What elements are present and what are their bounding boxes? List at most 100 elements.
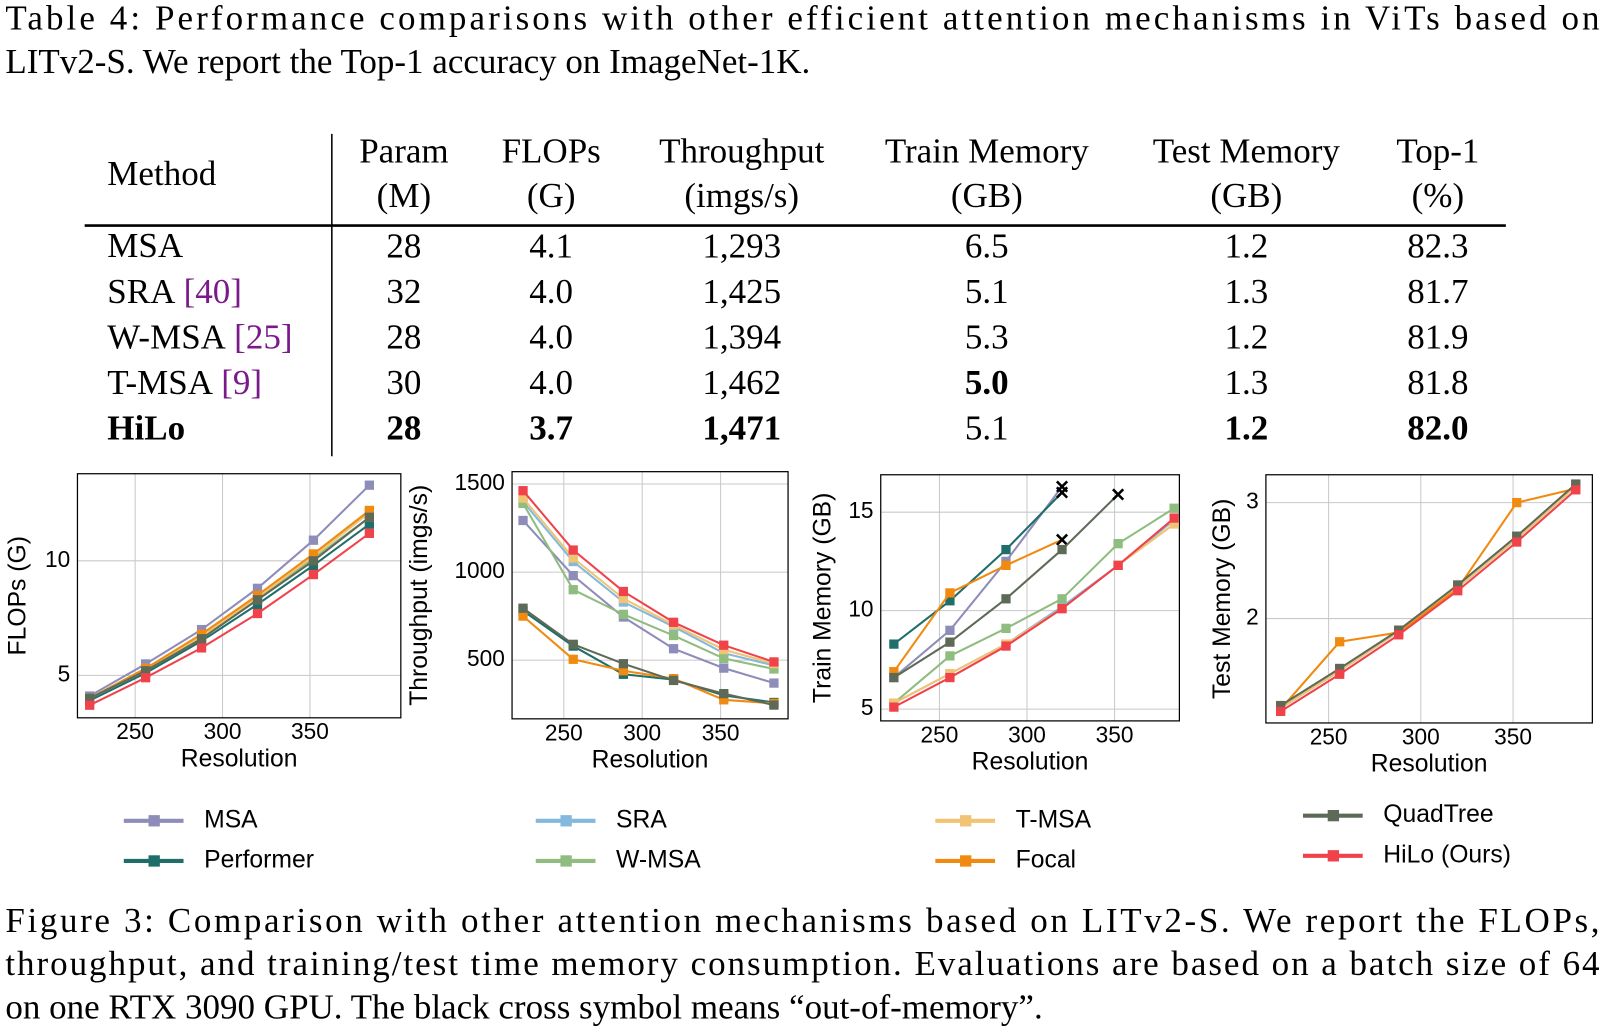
data-point <box>889 639 899 649</box>
table-cell: 4.0 <box>529 363 573 402</box>
legend-label: QuadTree <box>1383 801 1493 828</box>
x-axis-label: Resolution <box>972 749 1089 776</box>
data-point <box>1169 519 1179 529</box>
table-cell: 5.0 <box>965 363 1009 402</box>
data-point <box>1057 544 1067 555</box>
data-point <box>1512 531 1522 541</box>
method-cell: T-MSA [9] <box>107 363 262 402</box>
data-point <box>1113 539 1123 549</box>
series-line <box>522 497 775 665</box>
series-line <box>89 516 370 700</box>
series-line <box>89 509 370 700</box>
data-point <box>85 700 95 710</box>
data-point <box>308 569 319 580</box>
data-point <box>945 596 955 606</box>
series-line <box>1280 484 1577 708</box>
y-tick-label: 15 <box>848 497 873 523</box>
x-tick-label: 350 <box>291 718 329 744</box>
legend-label: Performer <box>204 846 314 873</box>
plot-frame <box>76 473 402 719</box>
x-tick-label: 350 <box>702 719 740 745</box>
y-tick-label: 5 <box>861 694 874 720</box>
data-point <box>618 609 629 620</box>
series-line <box>1280 489 1577 713</box>
table-cell: 5.3 <box>965 317 1009 356</box>
table-cell: 28 <box>386 317 421 356</box>
data-point <box>1001 594 1011 604</box>
series-line <box>522 500 775 667</box>
data-point <box>719 640 729 650</box>
data-point <box>568 545 578 555</box>
x-axis-label: Resolution <box>181 746 298 773</box>
series-line <box>89 523 370 702</box>
chart: 250 300 350 5 10 Resolution FLOPs (G) <box>4 473 402 773</box>
table-header: Throughput <box>659 132 825 171</box>
x-tick-label: 350 <box>1096 721 1134 747</box>
data-point <box>668 644 679 654</box>
legend-marker <box>560 815 572 827</box>
data-point <box>1001 560 1011 570</box>
table-header: (%) <box>1412 176 1464 215</box>
table-cell: 4.0 <box>529 272 573 311</box>
data-point <box>85 693 95 703</box>
oom-cross <box>1055 486 1069 499</box>
series-line <box>1280 485 1577 709</box>
table-header: (M) <box>377 176 431 215</box>
legend-label: SRA <box>616 806 667 833</box>
table-caption: Table 4: Performance comparisons with ot… <box>5 0 1599 38</box>
data-point <box>252 583 263 593</box>
table-cell: 1.2 <box>1224 409 1268 448</box>
data-point <box>889 667 899 677</box>
data-point <box>364 528 374 538</box>
table-cell: 1.3 <box>1224 363 1268 402</box>
table-cell: 6.5 <box>965 226 1009 265</box>
table-cell: 4.0 <box>529 317 573 356</box>
series-line <box>89 532 370 707</box>
data-point <box>518 486 528 496</box>
table-cell: 30 <box>386 363 421 402</box>
data-point <box>308 549 319 559</box>
data-point <box>252 608 263 619</box>
oom-cross <box>1055 533 1069 546</box>
legend-label: MSA <box>204 806 258 833</box>
oom-cross <box>1112 488 1125 501</box>
x-axis-label: Resolution <box>592 747 709 774</box>
series-line <box>1280 483 1577 707</box>
legend-label: T-MSA <box>1016 806 1092 833</box>
y-tick-label: 5 <box>58 660 71 686</box>
chart: 250 300 350 2 3 Resolution Test Memory (GB) <box>1209 474 1593 778</box>
data-point <box>568 585 578 595</box>
method-cell: SRA [40] <box>107 272 242 311</box>
data-point <box>308 535 319 545</box>
data-point <box>945 625 955 635</box>
data-point <box>364 480 374 490</box>
table-cell: 81.7 <box>1407 272 1468 311</box>
method-name: HiLo <box>107 409 185 448</box>
chart: 250 300 350 5 10 15 Resolution Train Memory (GB… <box>810 474 1181 776</box>
table-cell: 32 <box>386 272 421 311</box>
data-point <box>308 556 319 566</box>
data-point <box>945 588 955 598</box>
method-cell: W-MSA [25] <box>107 317 292 356</box>
table-cell: 1,394 <box>702 317 781 356</box>
table-cell: 81.8 <box>1407 363 1468 402</box>
series-line <box>893 517 1175 709</box>
series-line <box>522 607 775 707</box>
table-header: Method <box>107 154 216 193</box>
y-axis-label: Throughput (imgs/s) <box>406 485 433 706</box>
y-axis-label: Test Memory (GB) <box>1209 499 1236 699</box>
series-line <box>1279 487 1577 710</box>
plot-frame <box>1265 474 1593 724</box>
series-line <box>522 615 775 705</box>
data-point <box>1512 497 1522 508</box>
data-point <box>568 570 578 581</box>
y-tick-label: 10 <box>45 546 70 572</box>
data-point <box>769 700 779 710</box>
data-point <box>1113 560 1123 570</box>
table-cell: 3.7 <box>529 409 573 448</box>
data-point <box>1453 580 1463 590</box>
legend-marker <box>1327 850 1340 862</box>
data-point <box>1169 503 1179 513</box>
method-name: MSA <box>107 226 184 265</box>
table-cell: 1,425 <box>702 272 781 311</box>
